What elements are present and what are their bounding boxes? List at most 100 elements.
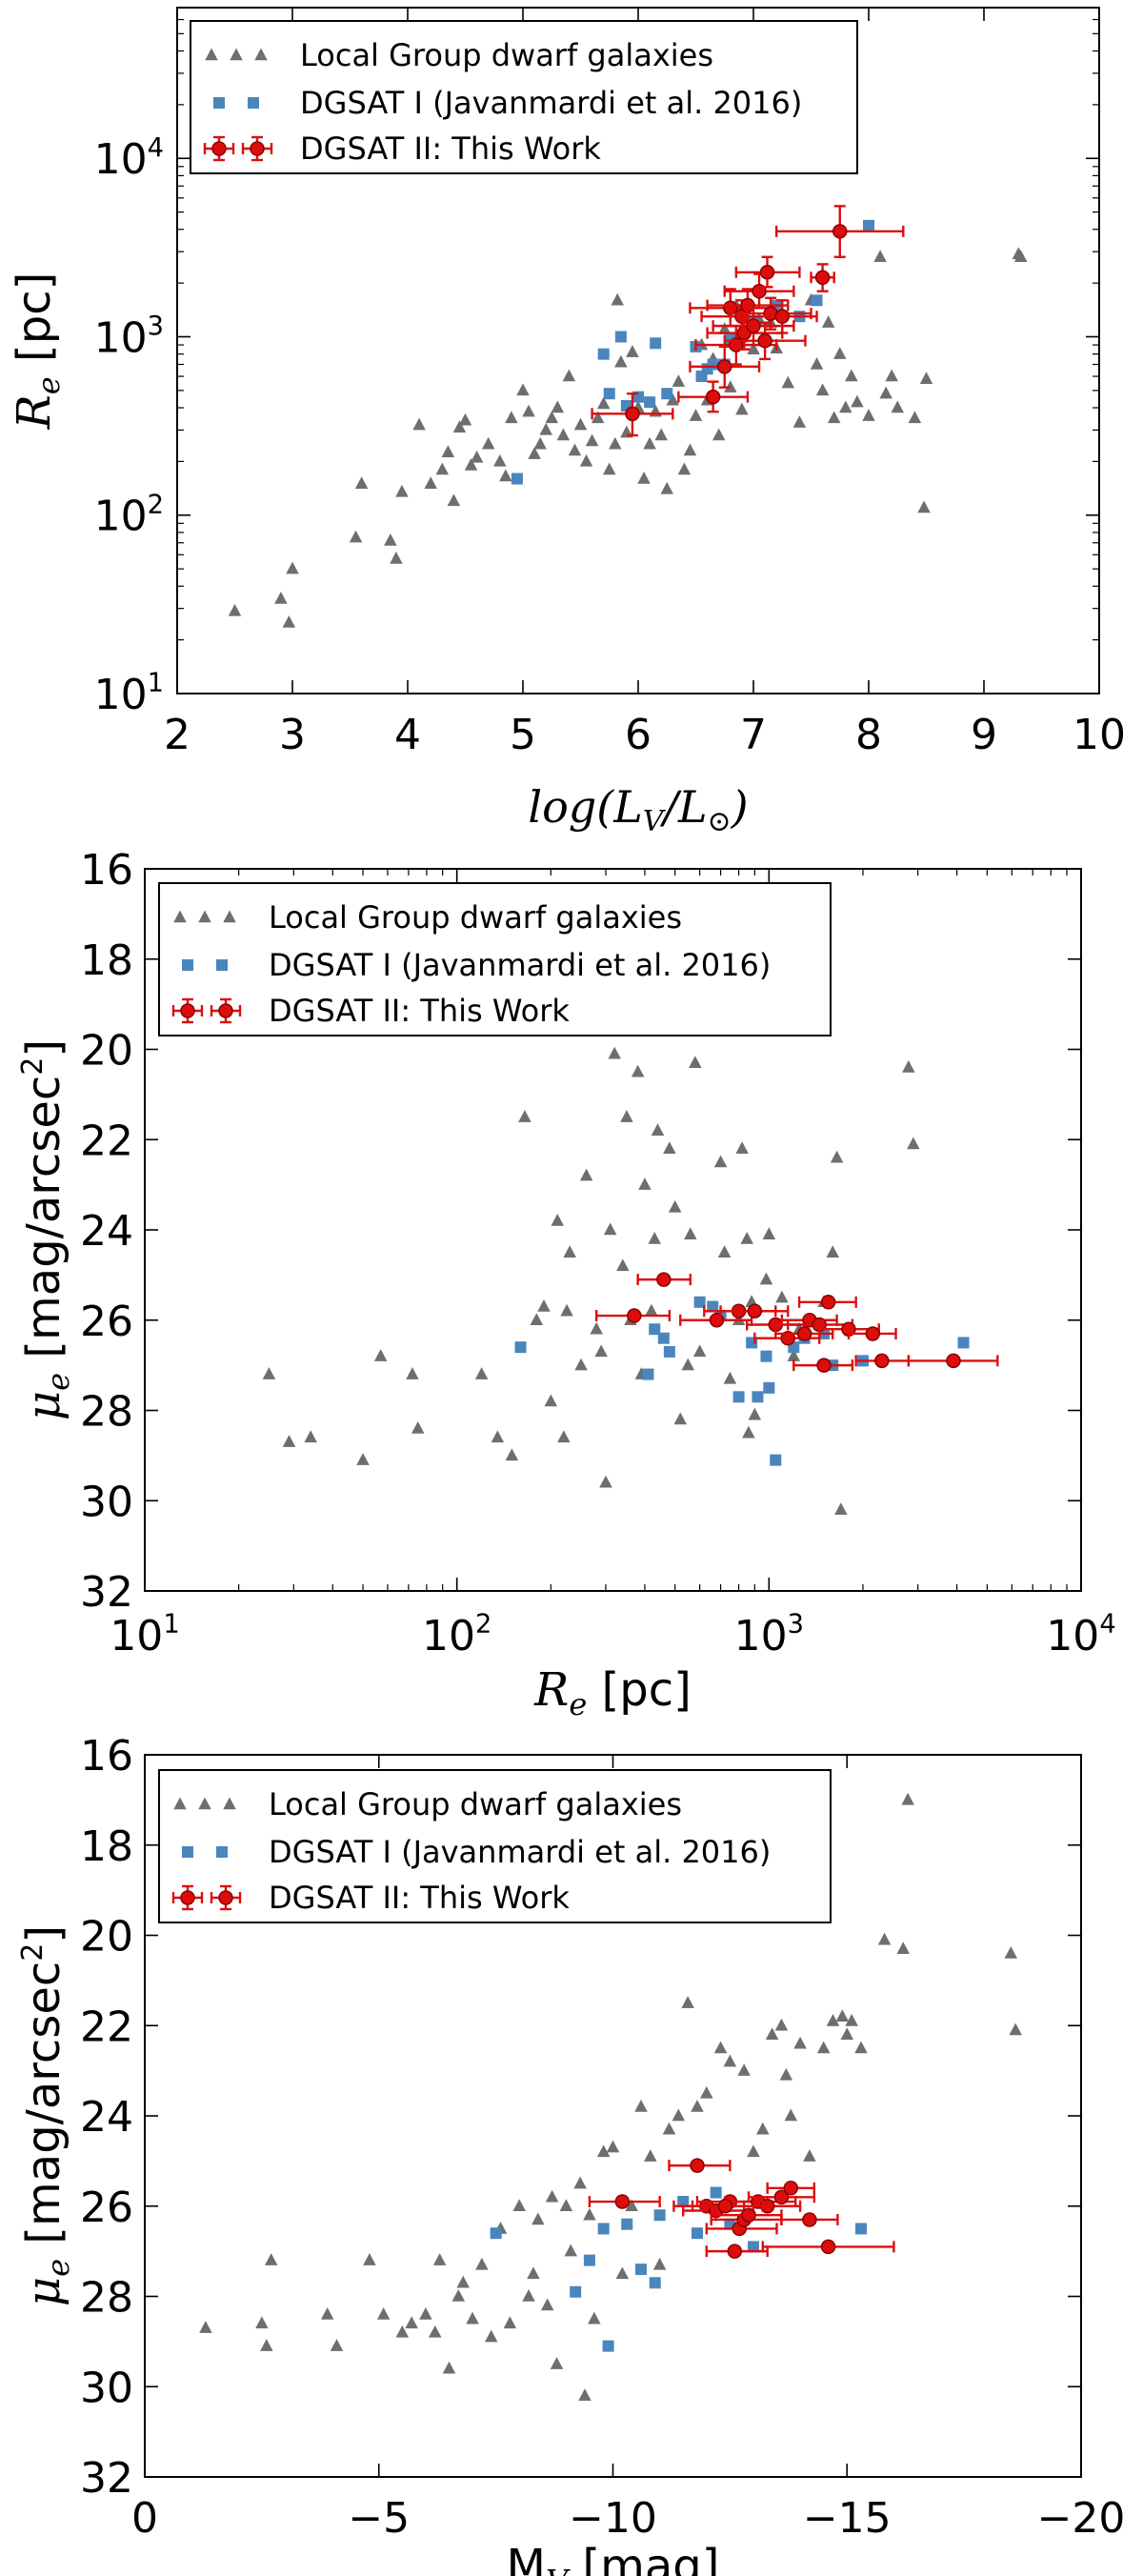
data-point-local-group	[583, 2207, 596, 2221]
legend-marker-square	[248, 97, 259, 109]
data-point-local-group	[484, 2329, 498, 2343]
data-point-local-group	[672, 374, 686, 387]
data-point-local-group	[637, 472, 651, 484]
y-axis-label: μe [mag/arcsec2]	[16, 1925, 76, 2306]
data-point-dgsat1	[770, 1454, 782, 1466]
data-point-dgsat1	[747, 2241, 759, 2253]
data-point-local-group	[228, 603, 242, 616]
data-point-local-group	[851, 394, 864, 408]
data-point-local-group	[562, 369, 576, 382]
data-point-marker	[746, 318, 761, 333]
data-point-local-group	[603, 1222, 617, 1236]
x-tick-label: 2	[164, 711, 190, 759]
data-point-local-group	[816, 2041, 831, 2054]
legend: Local Group dwarf galaxies DGSAT I (Javan…	[190, 20, 858, 174]
data-point-local-group	[349, 530, 363, 543]
data-point-local-group	[684, 1227, 697, 1239]
data-layer	[199, 1792, 1022, 2401]
data-point-local-group	[255, 2316, 269, 2329]
data-point-local-group	[544, 1394, 558, 1407]
legend-frame	[190, 20, 858, 174]
data-point-local-group	[735, 1141, 749, 1154]
data-point-dgsat2	[668, 2158, 732, 2173]
data-point-local-group	[578, 2388, 592, 2401]
data-point-local-group	[810, 357, 824, 370]
data-point-local-group	[654, 428, 668, 441]
y-tick-label: 18	[80, 936, 133, 985]
data-point-local-group	[917, 500, 931, 513]
data-point-dgsat1	[657, 1332, 670, 1344]
data-point-marker	[727, 2244, 743, 2259]
data-point-local-group	[286, 561, 299, 574]
data-point-marker	[218, 1890, 233, 1905]
legend-marker-circle	[203, 135, 235, 162]
data-point-local-group	[644, 2149, 657, 2162]
data-point-local-group	[456, 2275, 470, 2288]
data-point-local-group	[503, 2316, 517, 2329]
chart-panel-2: 101 102 103 104 16 18 20 22 24 26 28 30 32 Re [pc] μe …	[16, 846, 1116, 1722]
data-point-local-group	[551, 1214, 564, 1226]
data-point-local-group	[747, 2144, 760, 2158]
data-point-local-group	[564, 2244, 578, 2257]
data-point-local-group	[713, 1155, 728, 1168]
data-point-dgsat1	[752, 1391, 764, 1403]
x-tick-label: −15	[803, 2494, 892, 2543]
y-tick-label: 32	[80, 2454, 133, 2503]
data-point-local-group	[304, 1430, 317, 1443]
data-point-local-group	[723, 2054, 737, 2067]
data-point-local-group	[662, 2122, 676, 2135]
data-point-local-group	[568, 443, 582, 456]
legend-marker-triangle	[198, 1797, 211, 1810]
data-point-local-group	[435, 462, 450, 475]
data-point-local-group	[491, 1430, 505, 1443]
y-tick-label: 20	[80, 1913, 133, 1962]
data-point-local-group	[447, 493, 461, 507]
data-point-local-group	[792, 415, 807, 428]
data-point-local-group	[907, 1137, 920, 1150]
data-point-local-group	[762, 1227, 776, 1239]
data-point-local-group	[493, 453, 507, 467]
data-point-dgsat1	[649, 1323, 661, 1336]
data-point-dgsat1	[707, 358, 719, 371]
data-point-local-group	[505, 411, 518, 424]
data-point-local-group	[527, 2266, 540, 2280]
data-point-local-group	[723, 1371, 737, 1384]
data-point-dgsat2	[594, 1308, 672, 1323]
data-point-local-group	[442, 2361, 456, 2374]
data-point-local-group	[873, 250, 887, 263]
data-point-dgsat1	[634, 2264, 647, 2276]
data-point-local-group	[724, 380, 737, 392]
data-point-local-group	[419, 2306, 432, 2320]
data-point-local-group	[406, 1367, 419, 1379]
data-point-local-group	[320, 2306, 334, 2320]
axis-ticks: 0 −5 −10 −15 −20 16 18 20 22 24 26 28 30 32	[80, 1732, 1125, 2543]
data-point-local-group	[700, 2085, 713, 2099]
data-point-local-group	[1009, 2023, 1022, 2036]
data-point-local-group	[591, 411, 605, 424]
data-point-local-group	[793, 2036, 807, 2049]
data-point-local-group	[1013, 250, 1028, 263]
data-point-local-group	[815, 383, 830, 396]
y-axis-label: Re [pc]	[8, 272, 67, 431]
axis-ticks: 101 102 103 104 16 18 20 22 24 26 28 30 32	[80, 846, 1116, 1660]
legend-marker-square	[182, 959, 193, 971]
data-point-dgsat2	[719, 1303, 790, 1319]
legend-marker-triangle	[254, 48, 268, 61]
data-point-local-group	[451, 2289, 466, 2302]
data-point-local-group	[845, 369, 858, 382]
data-point-local-group	[522, 404, 535, 417]
data-point-marker	[802, 2212, 817, 2227]
data-point-local-group	[663, 1141, 676, 1154]
x-tick-label: −20	[1037, 2494, 1126, 2543]
legend-marker-triangle	[198, 910, 211, 923]
data-point-local-group	[599, 1475, 612, 1488]
y-tick-label: 24	[80, 2093, 133, 2142]
data-point-dgsat1	[602, 2340, 614, 2352]
data-point-local-group	[260, 2339, 273, 2351]
data-point-local-group	[1004, 1945, 1018, 1959]
legend-marker-triangle	[205, 48, 218, 61]
data-point-marker	[865, 1326, 881, 1341]
data-point-dgsat1	[693, 1296, 706, 1308]
data-point-local-group	[673, 1412, 688, 1425]
